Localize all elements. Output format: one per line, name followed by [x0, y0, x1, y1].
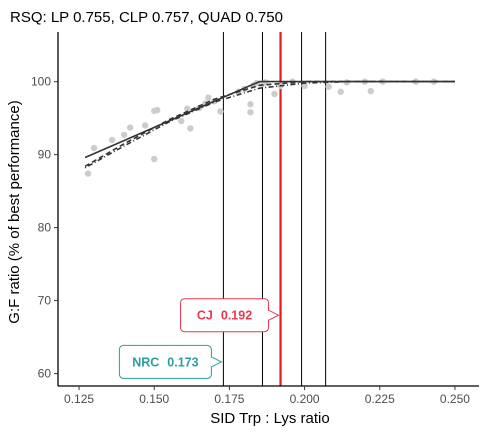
- plot-area: CJ 0.192 NRC 0.173: [84, 32, 455, 386]
- data-point-19: [247, 101, 254, 108]
- data-point-11: [187, 125, 194, 132]
- data-point-5: [142, 122, 149, 129]
- x-axis-title: SID Trp : Lys ratio: [210, 410, 329, 427]
- callout-pointer-cj: [268, 309, 280, 322]
- data-point-6: [151, 155, 158, 163]
- y-tick-label-4: 100: [31, 75, 51, 89]
- callout-value: 0.173: [167, 355, 198, 369]
- data-point-29: [325, 83, 332, 90]
- callout-text-nrc: NRC 0.173: [132, 355, 198, 369]
- data-point-3: [120, 131, 128, 139]
- data-point-8: [154, 106, 161, 114]
- callout-label: CJ: [197, 309, 213, 323]
- data-point-0: [84, 170, 92, 177]
- x-tick-label-0: 0.125: [64, 392, 94, 406]
- y-tick-label-1: 70: [38, 294, 52, 308]
- callout-pointer-nrc: [210, 356, 223, 368]
- data-point-14: [205, 94, 212, 101]
- data-point-33: [367, 87, 374, 95]
- callout-value: 0.192: [221, 309, 252, 323]
- chart-title: RSQ: LP 0.755, CLP 0.757, QUAD 0.750: [10, 9, 283, 26]
- data-point-30: [337, 88, 344, 96]
- model-line-dashed: [84, 80, 455, 167]
- data-point-28: [301, 82, 308, 90]
- callout-nrc: NRC 0.173: [118, 344, 223, 379]
- callout-label: NRC: [132, 355, 159, 369]
- data-point-9: [178, 117, 185, 125]
- data-point-4: [126, 124, 134, 131]
- y-tick-label-3: 90: [38, 148, 52, 162]
- x-tick-label-5: 0.250: [440, 392, 470, 406]
- x-tick-label-3: 0.200: [290, 392, 320, 406]
- callout-cj: CJ 0.192: [180, 298, 280, 333]
- data-point-25: [271, 90, 278, 98]
- data-point-20: [247, 109, 254, 116]
- data-point-1: [90, 144, 98, 152]
- x-axis: 0.125 0.150 0.175 0.200 0.225 0.250: [58, 385, 479, 406]
- model-line-dotdash: [84, 80, 455, 169]
- y-tick-label-0: 60: [38, 367, 52, 381]
- data-point-2: [108, 136, 116, 144]
- model-line-solid: [84, 80, 455, 159]
- x-tick-label-2: 0.175: [214, 392, 244, 406]
- x-tick-label-1: 0.150: [139, 392, 169, 406]
- y-axis-title: G:F ratio (% of best performance): [6, 100, 23, 323]
- data-point-16: [217, 108, 224, 115]
- data-point-10: [184, 105, 191, 112]
- callout-text-cj: CJ 0.192: [197, 309, 252, 323]
- y-axis: 60 70 80 90 100: [31, 32, 59, 386]
- y-tick-label-2: 80: [38, 221, 52, 235]
- x-tick-label-4: 0.225: [365, 392, 395, 406]
